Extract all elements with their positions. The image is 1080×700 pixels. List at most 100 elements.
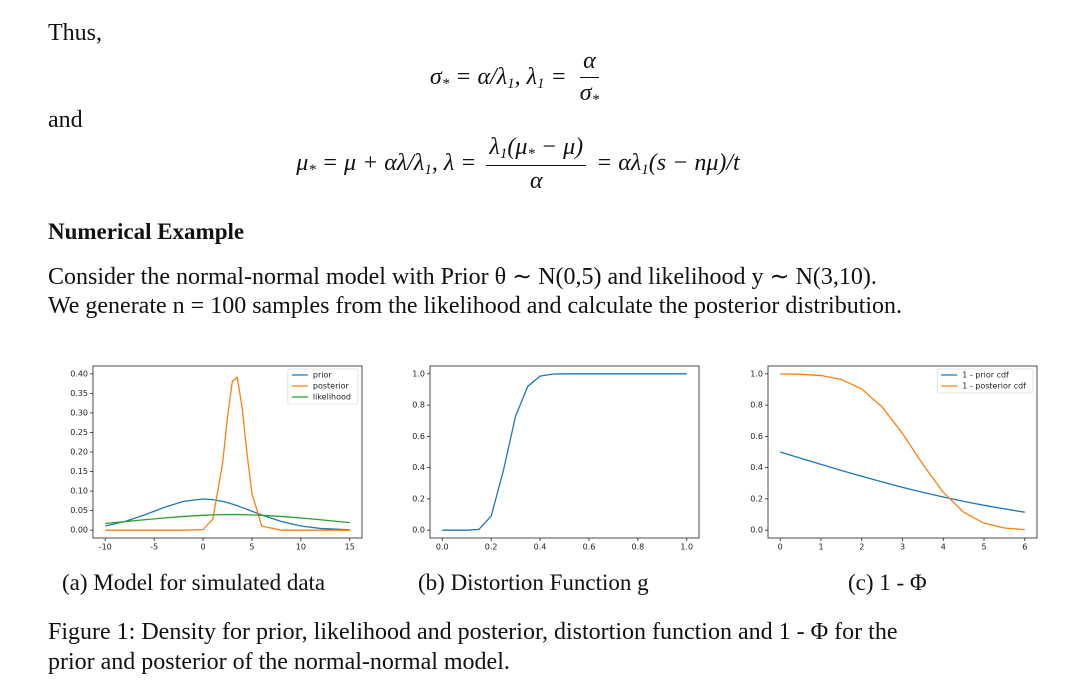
math-subscript: 1 <box>424 162 432 179</box>
legend-label: prior <box>313 371 332 380</box>
chart: -10 -5 0 5 10 15 0.00 0.05 0.10 0.15 0.20 0.25 0.30 0… <box>70 365 363 552</box>
line <box>780 451 1025 513</box>
y-tick-label: 0.20 <box>70 448 88 457</box>
y-tick-label: 0.05 <box>70 506 88 515</box>
intro: Thus, <box>48 20 102 46</box>
x-tick-label: 2 <box>859 543 864 552</box>
math-subscript: 1 <box>499 146 508 162</box>
x-tick-label: 0.8 <box>631 543 644 552</box>
x-tick-label: 4 <box>941 543 946 552</box>
x-tick-label: 5 <box>981 543 986 552</box>
math-text: σ <box>429 64 442 91</box>
math-text: − μ) <box>534 134 584 160</box>
math-text: , λ <box>514 64 538 91</box>
math-text: (μ <box>507 134 528 160</box>
y-tick-label: 0.4 <box>750 463 763 472</box>
legend: 1 - prior cdf 1 - posterior cdf <box>936 368 1034 394</box>
x-tick-label: 0.6 <box>583 543 596 552</box>
fraction: λ1(μ* − μ) α <box>486 134 587 195</box>
subcaption: (a) Model for simulated data <box>62 570 326 595</box>
math-text: = αλ <box>590 150 642 177</box>
legend-box <box>936 368 1034 394</box>
denominator: σ* <box>577 78 602 109</box>
math-subscript: 1 <box>507 76 515 93</box>
x-tick-label: 0.0 <box>436 543 449 552</box>
y-tick-label: 0.15 <box>70 467 88 476</box>
math-subscript: * <box>441 76 450 93</box>
line <box>780 373 1025 531</box>
denominator: α <box>527 166 546 195</box>
plot-frame <box>429 365 700 539</box>
y-tick-label: 0.4 <box>412 463 425 472</box>
y-tick-label: 0.2 <box>750 494 763 503</box>
y-tick-label: 0.0 <box>412 526 425 535</box>
x-tick-label: 0.4 <box>534 543 547 552</box>
plot-frame <box>92 365 363 539</box>
x-tick-label: 0 <box>200 543 205 552</box>
y-tick-label: 0.40 <box>70 369 88 378</box>
math-text: = α/λ <box>449 64 508 91</box>
line <box>442 373 687 531</box>
chart: 0.0 0.2 0.4 0.6 0.8 1.0 0.0 0.2 0.4 0.6 0.8 1.0 <box>412 365 700 552</box>
x-tick-label: 3 <box>900 543 905 552</box>
math-text: λ <box>489 134 500 160</box>
y-tick-label: 0.2 <box>412 494 425 503</box>
math-text: α <box>529 168 543 194</box>
y-tick-label: 1.0 <box>412 369 425 378</box>
subcaption: (b) Distortion Function g <box>418 570 649 595</box>
x-tick-label: 1.0 <box>680 543 693 552</box>
math-subscript: * <box>591 92 600 108</box>
heading: Numerical Example <box>48 219 245 244</box>
y-tick-label: 0.6 <box>412 432 425 441</box>
y-tick-label: 0.30 <box>70 408 88 417</box>
x-tick-label: -5 <box>150 543 158 552</box>
x-tick-label: -10 <box>99 543 112 552</box>
equation: μ* = μ + αλ/λ1, λ = λ1(μ* − μ) α = αλ1(s … <box>0 134 1036 195</box>
paragraph-line: We generate n = 100 samples from the lik… <box>48 293 903 319</box>
y-tick-label: 0.8 <box>750 401 763 410</box>
numerator: α <box>580 48 599 78</box>
y-tick-label: 0.6 <box>750 432 763 441</box>
y-tick-label: 0.25 <box>70 428 88 437</box>
math-text: α <box>583 48 596 74</box>
line <box>105 376 350 531</box>
paragraph-line: Consider the normal-normal model with Pr… <box>48 264 877 290</box>
math-subscript: * <box>527 146 535 162</box>
math-text: = <box>544 64 573 91</box>
math-subscript: 1 <box>537 76 545 93</box>
line <box>105 513 350 525</box>
math-text: , λ = <box>431 150 483 177</box>
math-text: σ <box>579 80 592 106</box>
connector: and <box>48 107 83 133</box>
fraction: α σ* <box>577 48 602 109</box>
y-tick-label: 0.35 <box>70 389 88 398</box>
x-tick-label: 0.2 <box>485 543 498 552</box>
math-subscript: * <box>308 162 316 179</box>
math-text: (s − nμ)/t <box>648 150 740 177</box>
y-tick-label: 1.0 <box>750 369 763 378</box>
plot-frame <box>767 365 1038 539</box>
x-tick-label: 10 <box>296 543 306 552</box>
x-tick-label: 0 <box>778 543 783 552</box>
figure-caption-line: Figure 1: Density for prior, likelihood … <box>48 619 898 645</box>
y-tick-label: 0.10 <box>70 487 88 496</box>
legend-label: 1 - posterior cdf <box>962 382 1026 391</box>
math-subscript: 1 <box>641 162 649 179</box>
legend: prior posterior likelihood <box>287 368 359 405</box>
x-tick-label: 1 <box>818 543 823 552</box>
equation: σ* = α/λ1, λ1 = α σ* <box>0 48 1036 109</box>
x-tick-label: 6 <box>1022 543 1027 552</box>
subcaption: (c) 1 - Φ <box>848 570 927 595</box>
y-tick-label: 0.8 <box>412 401 425 410</box>
numerator: λ1(μ* − μ) <box>486 134 587 166</box>
figure-caption-line: prior and posterior of the normal-normal… <box>48 649 510 675</box>
line <box>105 498 350 531</box>
x-tick-label: 15 <box>345 543 355 552</box>
y-tick-label: 0.0 <box>750 526 763 535</box>
math-text: μ <box>296 150 309 177</box>
legend-label: likelihood <box>313 393 351 402</box>
math-text: = μ + αλ/λ <box>315 150 425 177</box>
y-tick-label: 0.00 <box>70 526 88 535</box>
legend-label: 1 - prior cdf <box>962 371 1009 380</box>
legend-box <box>287 368 359 405</box>
